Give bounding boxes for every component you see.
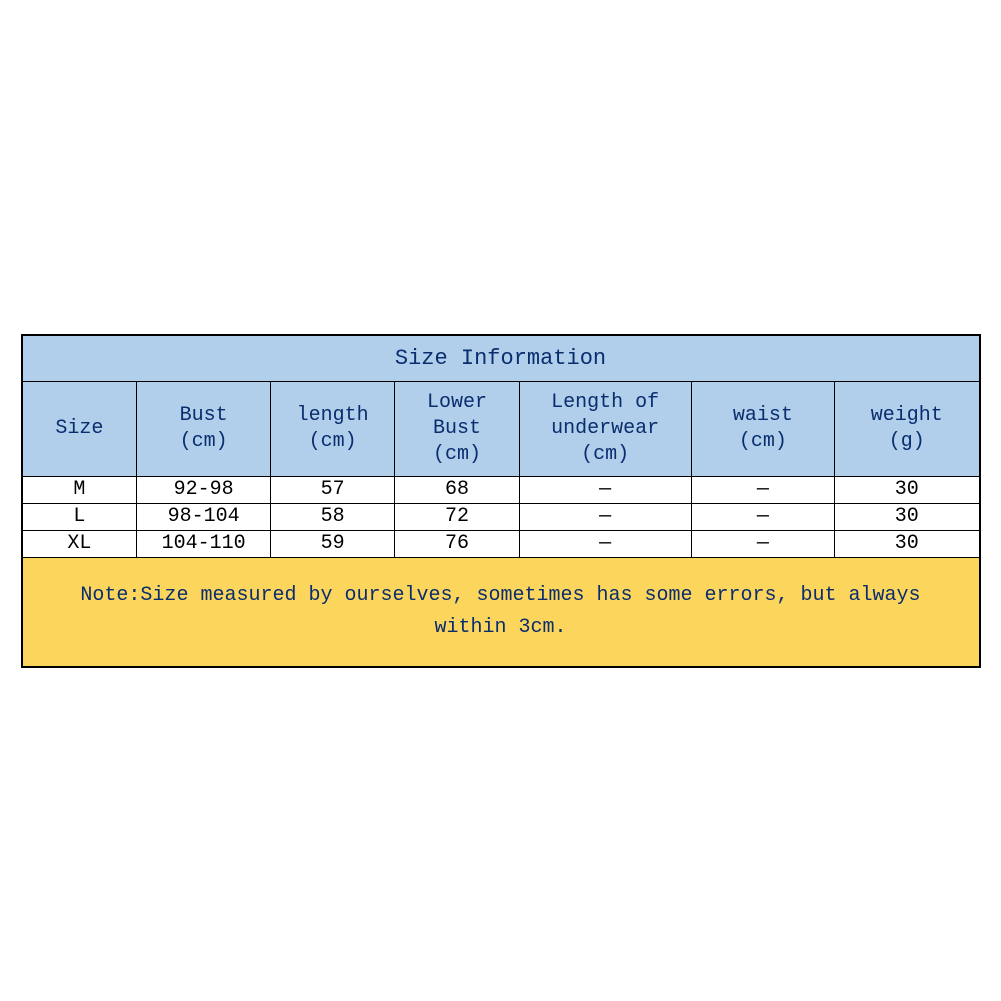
col-header-waist: waist (cm) — [692, 382, 835, 476]
cell-bust: 98-104 — [137, 504, 271, 530]
header-label: weight — [871, 403, 943, 429]
col-header-size: Size — [23, 382, 138, 476]
cell-length: 59 — [271, 531, 395, 557]
cell-underwear: — — [520, 504, 692, 530]
header-label: waist — [733, 403, 793, 429]
col-header-underwear-length: Length of underwear (cm) — [520, 382, 692, 476]
col-header-weight: weight (g) — [835, 382, 978, 476]
table-title: Size Information — [23, 336, 979, 382]
cell-underwear: — — [520, 477, 692, 503]
cell-weight: 30 — [835, 477, 978, 503]
header-unit: (cm) — [433, 442, 481, 468]
cell-size: L — [23, 504, 138, 530]
table-row: L 98-104 58 72 — — 30 — [23, 504, 979, 531]
header-unit: (cm) — [739, 429, 787, 455]
cell-bust: 104-110 — [137, 531, 271, 557]
cell-weight: 30 — [835, 531, 978, 557]
header-unit: (cm) — [309, 429, 357, 455]
table-header-row: Size Bust (cm) length (cm) Lower Bust (c… — [23, 382, 979, 477]
table-note: Note:Size measured by ourselves, sometim… — [23, 558, 979, 666]
cell-bust: 92-98 — [137, 477, 271, 503]
cell-lower-bust: 76 — [395, 531, 519, 557]
cell-lower-bust: 72 — [395, 504, 519, 530]
col-header-bust: Bust (cm) — [137, 382, 271, 476]
cell-underwear: — — [520, 531, 692, 557]
cell-waist: — — [692, 504, 835, 530]
cell-size: M — [23, 477, 138, 503]
cell-waist: — — [692, 477, 835, 503]
table-row: XL 104-110 59 76 — — 30 — [23, 531, 979, 558]
header-unit: (cm) — [581, 442, 629, 468]
header-label: Length of underwear — [522, 390, 689, 442]
cell-waist: — — [692, 531, 835, 557]
col-header-lower-bust: Lower Bust (cm) — [395, 382, 519, 476]
cell-length: 58 — [271, 504, 395, 530]
header-label: Lower Bust — [397, 390, 516, 442]
cell-lower-bust: 68 — [395, 477, 519, 503]
header-label: Size — [55, 416, 103, 442]
header-unit: (g) — [889, 429, 925, 455]
header-unit: (cm) — [180, 429, 228, 455]
header-label: Bust — [180, 403, 228, 429]
table-row: M 92-98 57 68 — — 30 — [23, 477, 979, 504]
cell-length: 57 — [271, 477, 395, 503]
cell-size: XL — [23, 531, 138, 557]
cell-weight: 30 — [835, 504, 978, 530]
header-label: length — [297, 403, 369, 429]
col-header-length: length (cm) — [271, 382, 395, 476]
size-table: Size Information Size Bust (cm) length (… — [21, 334, 981, 668]
